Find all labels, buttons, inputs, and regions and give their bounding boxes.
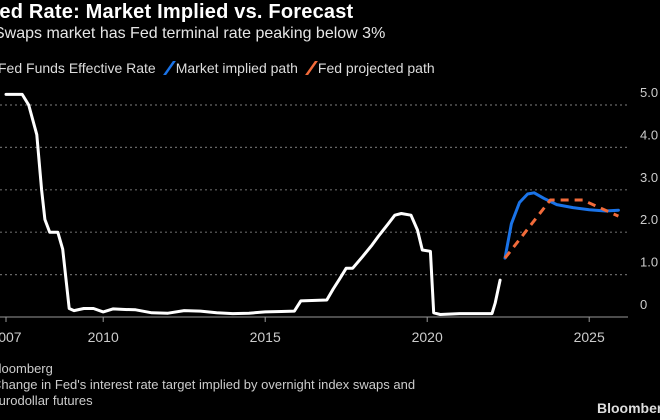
legend-item-market-implied: Market implied path [162, 60, 298, 76]
fed-projected-line [503, 198, 620, 260]
y-tick-label: 5.0 [640, 85, 658, 100]
chart-subtitle: Swaps market has Fed terminal rate peaki… [0, 25, 386, 42]
bloomberg-logo: Bloomberg [597, 400, 660, 416]
legend-item-fed-funds: Fed Funds Effective Rate [0, 60, 156, 76]
legend-label-market-implied: Market implied path [175, 60, 298, 76]
legend-label-fed-projected: Fed projected path [317, 60, 435, 76]
y-tick-label: 4.0 [640, 127, 658, 142]
source-note: Bloomberg [0, 361, 53, 376]
legend-label-fed-funds: Fed Funds Effective Rate [0, 60, 156, 76]
fed-funds-line [4, 92, 502, 316]
y-tick-label: 0 [640, 297, 647, 312]
x-tick-label: 2010 [88, 329, 119, 345]
legend-item-fed-projected: Fed projected path [304, 60, 435, 76]
x-tick-label: 2007 [0, 329, 22, 345]
y-tick-label: 1.0 [640, 255, 658, 270]
legend: Fed Funds Effective Rate Market implied … [0, 60, 435, 76]
x-tick-label: 2025 [574, 329, 605, 345]
chart-title: Fed Rate: Market Implied vs. Forecast [0, 1, 354, 23]
y-tick-label: 3.0 [640, 170, 658, 185]
y-tick-label: 2.0 [640, 212, 658, 227]
market-implied-line [503, 191, 620, 260]
footnote-line-2: Eurodollar futures [0, 393, 93, 408]
x-tick-label: 2015 [250, 329, 281, 345]
x-tick-label: 2020 [412, 329, 443, 345]
footnote-line-1: Change in Fed's interest rate target imp… [0, 377, 416, 392]
